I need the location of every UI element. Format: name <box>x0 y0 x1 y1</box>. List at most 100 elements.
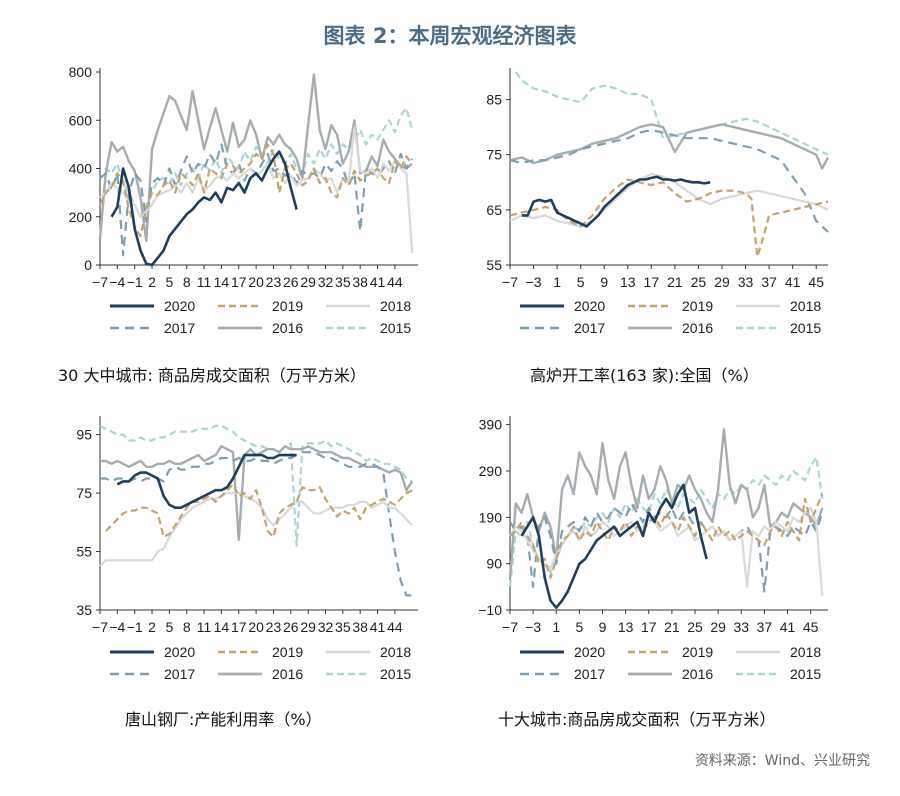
x-tick-label: 2 <box>148 274 156 290</box>
x-tick-label: 14 <box>214 619 230 635</box>
x-tick-label: 38 <box>352 274 368 290</box>
page-title: 图表 2：本周宏观经济图表 <box>323 24 577 48</box>
legend-label-2015: 2015 <box>790 666 821 682</box>
x-tick-label: 21 <box>664 619 680 635</box>
series-line-2018 <box>99 126 414 253</box>
y-tick-label: 190 <box>479 509 503 525</box>
legend-label-2018: 2018 <box>380 644 411 660</box>
legend-label-2019: 2019 <box>682 298 713 314</box>
y-tick-label: 200 <box>69 209 93 225</box>
x-tick-label: 45 <box>803 619 819 635</box>
legend-label-2019: 2019 <box>272 644 303 660</box>
x-tick-label: 17 <box>641 619 657 635</box>
x-tick-label: 41 <box>780 619 796 635</box>
x-tick-label: 5 <box>165 274 173 290</box>
series-line-2019 <box>105 483 413 539</box>
x-tick-label: 21 <box>667 274 683 290</box>
y-tick-label: 35 <box>76 602 92 618</box>
series-line-2017 <box>509 502 824 593</box>
series-line-2015 <box>515 71 829 156</box>
series-line-2019 <box>99 143 414 238</box>
y-tick-label: 75 <box>76 485 92 501</box>
series-line-2015 <box>99 424 413 547</box>
chart1-caption: 30 大中城市: 商品房成交面积（万平方米） <box>58 366 366 385</box>
chart4-caption: 十大城市:商品房成交面积（万平方米） <box>498 710 776 729</box>
legend-label-2020: 2020 <box>164 298 195 314</box>
series-line-2018 <box>99 492 413 567</box>
legend-label-2016: 2016 <box>272 320 303 336</box>
chart-1: 0 200 400 600 800 −7 −4 −1 2 5 8 11 14 17 20 23 26 29 32 35… <box>69 64 418 336</box>
x-tick-label: −3 <box>525 619 541 635</box>
x-tick-label: −7 <box>92 274 108 290</box>
y-tick-label: 55 <box>486 257 502 273</box>
series-line-2017 <box>100 451 413 597</box>
x-tick-label: −7 <box>502 619 518 635</box>
x-tick-label: 32 <box>318 619 334 635</box>
x-tick-label: 32 <box>318 274 334 290</box>
x-tick-label: 20 <box>248 619 264 635</box>
y-tick-label: 600 <box>69 112 93 128</box>
x-tick-label: 17 <box>231 619 247 635</box>
series-line-2018 <box>509 506 824 597</box>
x-tick-label: 13 <box>620 274 636 290</box>
x-tick-label: 37 <box>757 619 773 635</box>
x-tick-label: −4 <box>109 274 125 290</box>
y-tick-label: −10 <box>478 602 502 618</box>
legend-label-2017: 2017 <box>164 666 195 682</box>
x-tick-label: 9 <box>599 619 607 635</box>
series-line-2016 <box>98 73 413 243</box>
x-tick-label: 13 <box>618 619 634 635</box>
x-tick-label: 33 <box>733 619 749 635</box>
series-line-2020 <box>520 483 708 610</box>
x-tick-label: 29 <box>714 274 730 290</box>
x-tick-label: 1 <box>552 619 560 635</box>
legend-label-2020: 2020 <box>574 298 605 314</box>
legend-label-2018: 2018 <box>790 298 821 314</box>
x-tick-label: 35 <box>335 274 351 290</box>
series-line-2019 <box>509 178 829 258</box>
x-tick-label: −3 <box>526 274 542 290</box>
x-tick-label: 5 <box>165 619 173 635</box>
series-line-2016 <box>509 123 830 170</box>
x-tick-label: 23 <box>266 619 282 635</box>
legend-label-2018: 2018 <box>790 644 821 660</box>
x-tick-label: 29 <box>300 274 316 290</box>
y-tick-label: 90 <box>486 556 502 572</box>
x-tick-label: 11 <box>197 274 212 290</box>
x-tick-label: 37 <box>761 274 777 290</box>
x-tick-label: 41 <box>785 274 801 290</box>
legend-label-2017: 2017 <box>574 666 605 682</box>
x-tick-label: 26 <box>283 274 299 290</box>
source-note: 资料来源：Wind、兴业研究 <box>694 753 870 769</box>
x-tick-label: 45 <box>808 274 824 290</box>
x-tick-label: 41 <box>370 274 386 290</box>
legend-label-2018: 2018 <box>380 298 411 314</box>
x-tick-label: 14 <box>214 274 230 290</box>
chart-4: −10 90 190 290 390 −7 −3 1 5 9 13 17 21 25 29 33 37 41 45 2… <box>478 416 828 682</box>
x-tick-label: 8 <box>183 274 191 290</box>
x-tick-label: 1 <box>553 274 561 290</box>
x-tick-label: 23 <box>266 274 282 290</box>
x-tick-label: 29 <box>300 619 316 635</box>
y-tick-label: 65 <box>486 202 502 218</box>
x-tick-label: 26 <box>283 619 299 635</box>
y-tick-label: 400 <box>69 161 93 177</box>
x-tick-label: 38 <box>352 619 368 635</box>
x-tick-label: 44 <box>387 619 403 635</box>
x-tick-label: 9 <box>600 274 608 290</box>
y-tick-label: 800 <box>69 64 93 80</box>
series-line-2016 <box>508 428 824 578</box>
x-tick-label: 20 <box>248 274 264 290</box>
series-line-2018 <box>509 172 829 228</box>
series-line-2020 <box>521 175 711 228</box>
x-tick-label: 17 <box>231 274 247 290</box>
legend-label-2020: 2020 <box>164 644 195 660</box>
series-line-2017 <box>509 128 829 233</box>
x-tick-label: 25 <box>687 619 703 635</box>
x-tick-label: −1 <box>127 274 143 290</box>
legend-label-2016: 2016 <box>272 666 303 682</box>
x-tick-label: −7 <box>502 274 518 290</box>
legend-label-2019: 2019 <box>682 644 713 660</box>
x-tick-label: 11 <box>197 619 212 635</box>
